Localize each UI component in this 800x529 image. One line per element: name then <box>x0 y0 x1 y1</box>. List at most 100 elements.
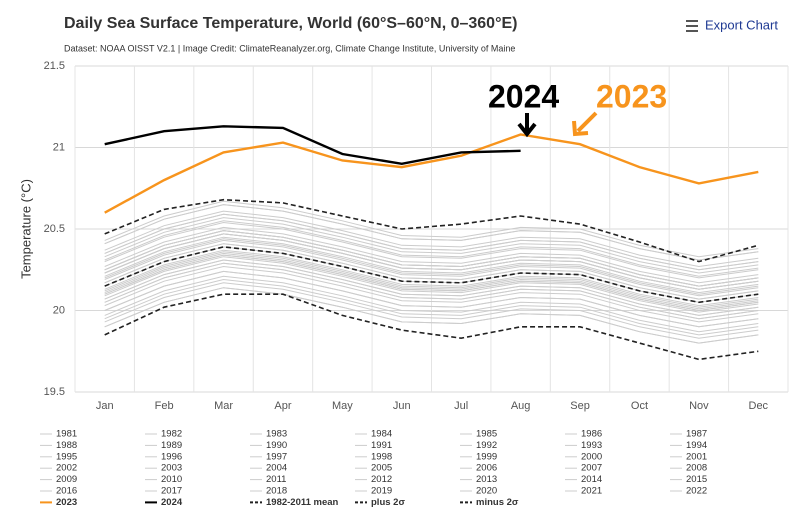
legend-label[interactable]: 1989 <box>161 440 182 451</box>
legend-label[interactable]: plus 2σ <box>371 497 405 508</box>
legend-item[interactable]: 1991 <box>355 440 392 451</box>
legend-label[interactable]: 2020 <box>476 486 497 497</box>
legend-item[interactable]: 2003 <box>145 463 182 474</box>
legend-label[interactable]: 2023 <box>56 497 77 508</box>
legend-label[interactable]: 2000 <box>581 451 602 462</box>
export-button[interactable]: Export Chart <box>686 17 778 32</box>
legend-label[interactable]: 1982 <box>161 429 182 440</box>
legend-label[interactable]: 1994 <box>686 440 707 451</box>
legend-item[interactable]: 2017 <box>145 486 182 497</box>
legend-item[interactable]: 2014 <box>565 474 602 485</box>
legend-item[interactable]: 2012 <box>355 474 392 485</box>
legend-label[interactable]: 2022 <box>686 486 707 497</box>
legend-item[interactable]: 1982 <box>145 429 182 440</box>
legend-label[interactable]: 2005 <box>371 463 392 474</box>
legend-item[interactable]: 2015 <box>670 474 707 485</box>
legend-label[interactable]: 2014 <box>581 474 602 485</box>
legend-label[interactable]: 1996 <box>161 451 182 462</box>
legend-label[interactable]: 1981 <box>56 429 77 440</box>
x-tick-label: Sep <box>570 400 590 412</box>
chart-title: Daily Sea Surface Temperature, World (60… <box>64 15 517 32</box>
legend-label[interactable]: 2017 <box>161 486 182 497</box>
legend-item[interactable]: 2019 <box>355 486 392 497</box>
legend-label[interactable]: 2012 <box>371 474 392 485</box>
legend-label[interactable]: 2019 <box>371 486 392 497</box>
legend-label[interactable]: 2011 <box>266 474 286 485</box>
legend-item[interactable]: 2016 <box>40 486 77 497</box>
legend-item[interactable]: 2009 <box>40 474 77 485</box>
legend-label[interactable]: 2007 <box>581 463 602 474</box>
legend-item[interactable]: minus 2σ <box>460 497 519 508</box>
legend-label[interactable]: 1998 <box>371 451 392 462</box>
legend-label[interactable]: 1991 <box>371 440 392 451</box>
legend-label[interactable]: 1982-2011 mean <box>266 497 339 508</box>
legend-item[interactable]: 2013 <box>460 474 497 485</box>
legend-label[interactable]: 2002 <box>56 463 77 474</box>
legend-item[interactable]: 1997 <box>250 451 287 462</box>
legend-label[interactable]: 2016 <box>56 486 77 497</box>
legend-item[interactable]: 1994 <box>670 440 707 451</box>
legend-item[interactable]: 2004 <box>250 463 287 474</box>
legend-label[interactable]: 1999 <box>476 451 497 462</box>
legend-label[interactable]: 2013 <box>476 474 497 485</box>
legend-item[interactable]: 1983 <box>250 429 287 440</box>
legend-label[interactable]: 2009 <box>56 474 77 485</box>
legend-label[interactable]: 2010 <box>161 474 182 485</box>
legend-item[interactable]: 2018 <box>250 486 287 497</box>
legend-item[interactable]: 1987 <box>670 429 707 440</box>
legend-item[interactable]: 2024 <box>145 497 183 508</box>
legend-label[interactable]: 1986 <box>581 429 602 440</box>
legend-item[interactable]: 2021 <box>565 486 602 497</box>
legend-label[interactable]: 2004 <box>266 463 287 474</box>
legend-label[interactable]: 2018 <box>266 486 287 497</box>
legend-item[interactable]: 1995 <box>40 451 77 462</box>
legend-item[interactable]: 1986 <box>565 429 602 440</box>
legend-label[interactable]: 1984 <box>371 429 392 440</box>
legend-label[interactable]: 1993 <box>581 440 602 451</box>
legend-item[interactable]: 1993 <box>565 440 602 451</box>
legend-label[interactable]: minus 2σ <box>476 497 519 508</box>
legend-item[interactable]: 2011 <box>250 474 286 485</box>
legend-label[interactable]: 1995 <box>56 451 77 462</box>
series-line <box>104 270 759 328</box>
legend-label[interactable]: 2008 <box>686 463 707 474</box>
legend-label[interactable]: 1988 <box>56 440 77 451</box>
legend-item[interactable]: 2002 <box>40 463 77 474</box>
legend-item[interactable]: 1989 <box>145 440 182 451</box>
legend-item[interactable]: 2001 <box>670 451 707 462</box>
legend-item[interactable]: 1982-2011 mean <box>250 497 339 508</box>
legend-item[interactable]: 2005 <box>355 463 392 474</box>
legend-label[interactable]: 2024 <box>161 497 183 508</box>
legend-label[interactable]: 1985 <box>476 429 497 440</box>
legend-item[interactable]: 1988 <box>40 440 77 451</box>
y-tick-label: 21 <box>53 141 65 153</box>
legend-label[interactable]: 1983 <box>266 429 287 440</box>
legend-item[interactable]: 1999 <box>460 451 497 462</box>
legend-item[interactable]: 2000 <box>565 451 602 462</box>
legend-item[interactable]: 2007 <box>565 463 602 474</box>
legend-item[interactable]: 2008 <box>670 463 707 474</box>
legend-item[interactable]: 2006 <box>460 463 497 474</box>
legend-item[interactable]: 1990 <box>250 440 287 451</box>
legend-label[interactable]: 2015 <box>686 474 707 485</box>
legend-label[interactable]: 2003 <box>161 463 182 474</box>
legend-label[interactable]: 1997 <box>266 451 287 462</box>
legend-item[interactable]: 2023 <box>40 497 77 508</box>
legend-label[interactable]: 1990 <box>266 440 287 451</box>
legend-label[interactable]: 2021 <box>581 486 602 497</box>
legend-label[interactable]: 2001 <box>686 451 707 462</box>
legend-label[interactable]: 1992 <box>476 440 497 451</box>
legend-item[interactable]: 2022 <box>670 486 707 497</box>
legend-item[interactable]: 1985 <box>460 429 497 440</box>
legend-label[interactable]: 2006 <box>476 463 497 474</box>
legend-item[interactable]: plus 2σ <box>355 497 405 508</box>
legend-item[interactable]: 1992 <box>460 440 497 451</box>
legend-item[interactable]: 2020 <box>460 486 497 497</box>
legend-item[interactable]: 2010 <box>145 474 182 485</box>
legend-item[interactable]: 1981 <box>40 429 77 440</box>
export-label[interactable]: Export Chart <box>705 17 778 32</box>
legend-label[interactable]: 1987 <box>686 429 707 440</box>
legend-item[interactable]: 1998 <box>355 451 392 462</box>
legend-item[interactable]: 1996 <box>145 451 182 462</box>
legend-item[interactable]: 1984 <box>355 429 392 440</box>
